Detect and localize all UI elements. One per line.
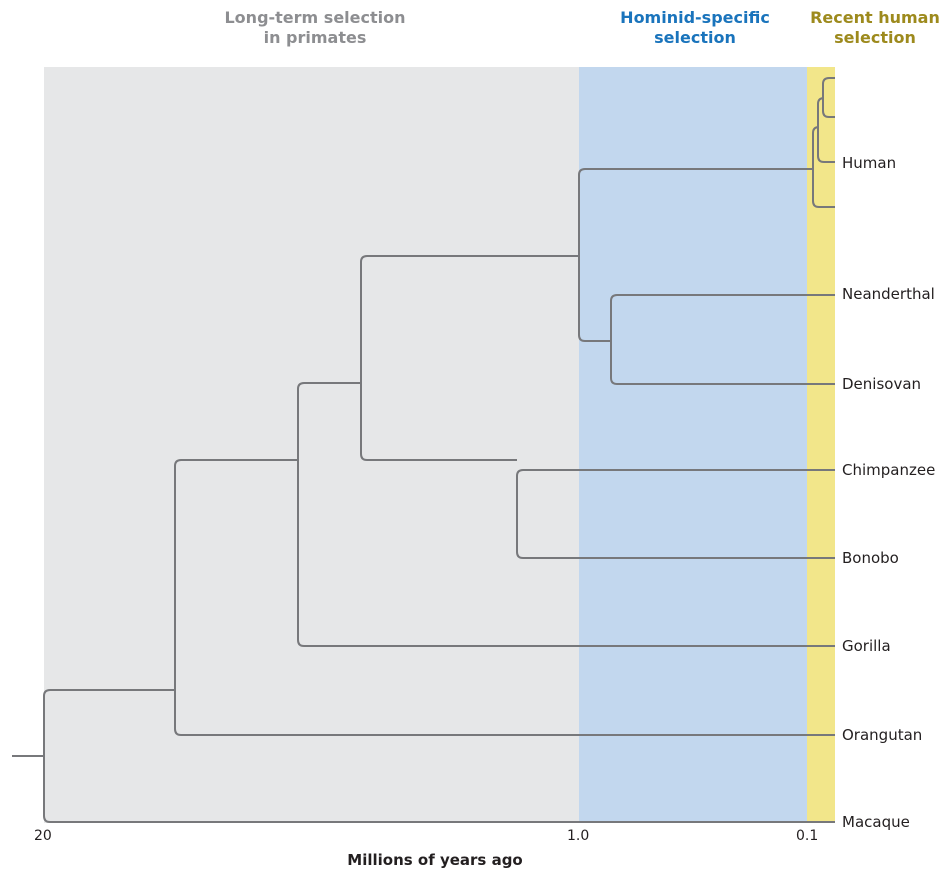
taxon-gorilla: Gorilla (842, 637, 891, 655)
hominid-region (579, 67, 807, 823)
axis-tick-0-1: 0.1 (796, 828, 819, 844)
axis-title: Millions of years ago (347, 851, 523, 869)
taxon-orangutan: Orangutan (842, 726, 923, 744)
node-human-3 (822, 77, 835, 118)
axis-tick-20: 20 (34, 828, 52, 844)
node-homo (578, 168, 813, 342)
node-pan (516, 469, 835, 559)
long-term-region (44, 67, 579, 823)
node-root (43, 689, 835, 823)
taxon-macaque: Macaque (842, 813, 910, 831)
taxon-bonobo: Bonobo (842, 549, 899, 567)
taxon-denisovan: Denisovan (842, 375, 922, 393)
node-archaic (610, 294, 835, 385)
node-african-apes (297, 382, 835, 647)
recent-region (807, 67, 835, 823)
axis-tick-1: 1.0 (567, 828, 590, 844)
taxon-neanderthal: Neanderthal (842, 285, 935, 303)
hominid-selection-title: Hominid-specific selection (620, 8, 770, 47)
recent-selection-title: Recent human selection (810, 8, 940, 47)
long-term-selection-title: Long-term selection in primates (224, 8, 406, 47)
node-great-apes (174, 459, 835, 736)
node-human-2 (817, 97, 835, 163)
node-human-1 (812, 126, 835, 208)
taxon-human: Human (842, 154, 897, 172)
taxon-chimpanzee: Chimpanzee (842, 461, 936, 479)
node-homo-pan (360, 255, 579, 461)
